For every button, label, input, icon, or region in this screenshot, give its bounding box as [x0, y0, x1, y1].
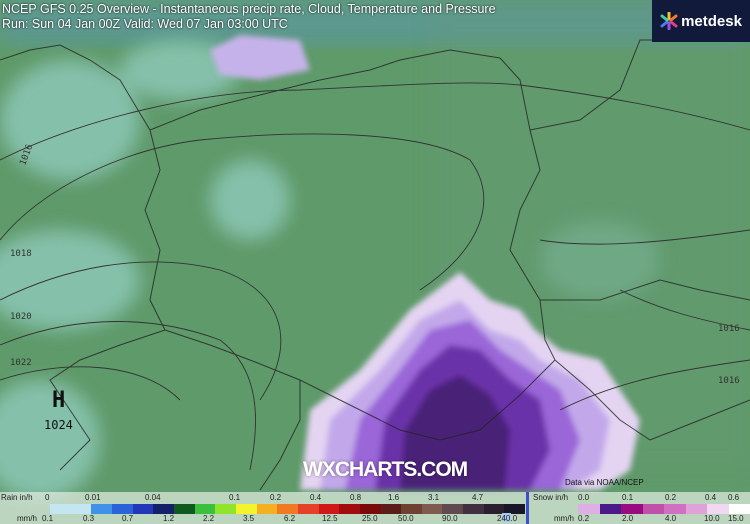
legend-tick-label: 0.01 [85, 493, 101, 502]
color-swatch [339, 504, 360, 514]
color-swatch [483, 504, 505, 514]
color-swatch [235, 504, 257, 514]
color-swatch [401, 504, 422, 514]
legend-tick-label: 0.8 [350, 493, 362, 502]
legend-tick-label: 0.4 [705, 493, 717, 502]
snow-mm-title: mm/h [554, 514, 574, 523]
legend-tick-label: 1.6 [388, 493, 400, 502]
legend-divider [526, 492, 529, 524]
color-swatch [642, 504, 664, 514]
country-borders [0, 39, 750, 491]
color-swatch [578, 504, 600, 514]
legend-tick-label: 0.1 [622, 493, 634, 502]
color-swatch [132, 504, 154, 514]
precip-legend: Rain in/h mm/h Snow in/h mm/h 0 0.01 0.04 0… [0, 492, 750, 524]
color-swatch [442, 504, 464, 514]
legend-tick-label: 0.04 [145, 493, 161, 502]
legend-tick-label: 0.3 [83, 514, 95, 523]
color-swatch [173, 504, 195, 514]
asterisk-flower-icon [660, 12, 678, 30]
legend-tick-label: 50.0 [398, 514, 414, 523]
cloud-cover [0, 40, 660, 500]
legend-tick-label: 4.7 [472, 493, 484, 502]
legend-tick-label: 0.4 [310, 493, 322, 502]
rain-in-title: Rain in/h [1, 493, 33, 502]
color-swatch [685, 504, 707, 514]
isobar-label: 1020 [10, 312, 32, 322]
color-swatch [111, 504, 133, 514]
legend-tick-label: 0.1 [42, 514, 54, 523]
isobars [0, 82, 750, 471]
legend-tick-label: 0.0 [578, 493, 590, 502]
isobar-label: 1016 [718, 324, 740, 334]
isobar-label: 1016 [718, 376, 740, 386]
legend-tick-label: 15.0 [728, 514, 744, 523]
legend-tick-label: 0.2 [270, 493, 282, 502]
color-swatch [380, 504, 402, 514]
data-credit: Data via NOAA/NCEP [565, 478, 644, 487]
color-swatch [728, 504, 750, 514]
color-swatch [91, 504, 112, 514]
snow-in-title: Snow in/h [533, 493, 569, 502]
run-valid-time: Run: Sun 04 Jan 00Z Valid: Wed 07 Jan 03… [2, 17, 288, 31]
color-swatch [50, 504, 71, 514]
color-swatch [215, 504, 236, 514]
legend-tick-label: 2.0 [622, 514, 634, 523]
legend-tick-label: 1.2 [163, 514, 175, 523]
rain-color-scale [50, 504, 526, 514]
color-swatch [707, 504, 729, 514]
legend-tick-label: 6.2 [284, 514, 296, 523]
color-swatch [256, 504, 278, 514]
legend-tick-label: 4.0 [665, 514, 677, 523]
color-swatch [194, 504, 216, 514]
legend-tick-label: 2.2 [203, 514, 215, 523]
color-swatch [463, 504, 484, 514]
high-pressure-value: 1024 [44, 418, 73, 432]
legend-tick-label: 3.1 [428, 493, 440, 502]
legend-tick-label: 240.0 [497, 514, 518, 523]
legend-tick-label: 0.2 [578, 514, 590, 523]
metdesk-logo: metdesk [652, 0, 750, 42]
logo-text: metdesk [681, 12, 742, 30]
color-swatch [359, 504, 381, 514]
color-swatch [153, 504, 174, 514]
legend-tick-label: 0.1 [229, 493, 241, 502]
chart-title: NCEP GFS 0.25 Overview - Instantaneous p… [2, 2, 496, 16]
isobar-label: 1018 [10, 249, 32, 259]
legend-tick-label: 0.6 [728, 493, 740, 502]
legend-tick-label: 25.0 [362, 514, 378, 523]
color-swatch [70, 504, 92, 514]
color-swatch [421, 504, 443, 514]
legend-swatch [502, 513, 511, 522]
legend-tick-label: 0.2 [665, 493, 677, 502]
isobar-label: 1022 [10, 358, 32, 368]
legend-tick-label: 90.0 [442, 514, 458, 523]
color-swatch [297, 504, 319, 514]
legend-tick-label: 10.0 [704, 514, 720, 523]
snow-color-scale [578, 504, 750, 514]
watermark: WXCHARTS.COM [303, 458, 468, 481]
legend-tick-label: 0.7 [122, 514, 134, 523]
snow-precip-area [210, 35, 640, 490]
legend-tick-label: 0 [45, 493, 50, 502]
color-swatch [599, 504, 621, 514]
legend-tick-label: 3.5 [243, 514, 255, 523]
color-swatch [277, 504, 298, 514]
color-swatch [664, 504, 686, 514]
color-swatch [318, 504, 340, 514]
color-swatch [504, 504, 526, 514]
legend-tick-label: 12.5 [322, 514, 338, 523]
color-swatch [621, 504, 643, 514]
high-pressure-marker: H [52, 388, 66, 413]
rain-mm-title: mm/h [17, 514, 37, 523]
